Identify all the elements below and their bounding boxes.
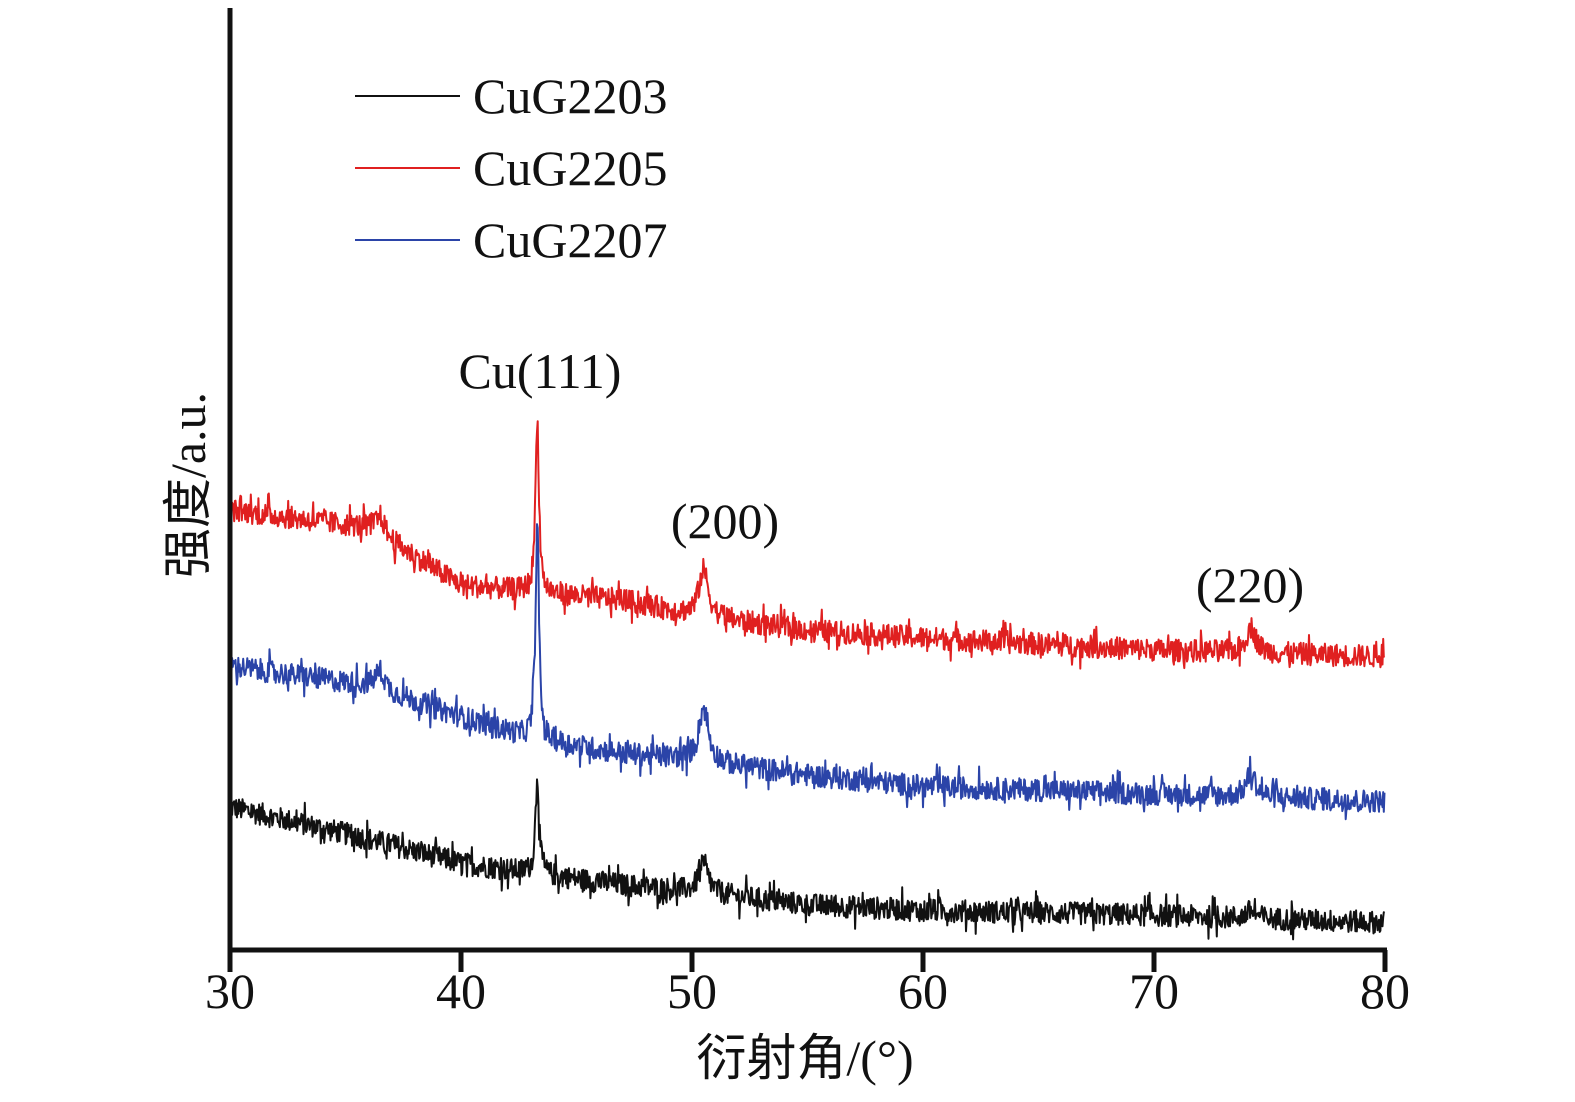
- legend-label: CuG2207: [473, 212, 667, 268]
- series-line-CuG2207: [229, 523, 1386, 821]
- x-axis-label: 衍射角/(°): [696, 1030, 913, 1086]
- x-tick-label: 70: [1129, 963, 1179, 1019]
- x-tick-label: 80: [1360, 963, 1410, 1019]
- series-line-CuG2205: [229, 420, 1386, 670]
- y-axis-label: 强度/a.u.: [160, 392, 216, 578]
- x-tick-label: 40: [436, 963, 486, 1019]
- series-line-CuG2203: [229, 778, 1386, 941]
- x-ticks: 30 40 50 60 70 80: [205, 950, 1410, 1019]
- x-tick-label: 60: [898, 963, 948, 1019]
- legend-label: CuG2203: [473, 68, 667, 124]
- peak-label: (220): [1196, 557, 1304, 613]
- x-tick-label: 30: [205, 963, 255, 1019]
- x-tick-label: 50: [667, 963, 717, 1019]
- legend: CuG2203 CuG2205 CuG2207: [355, 68, 667, 268]
- peak-label: (200): [671, 493, 779, 549]
- series-layer: [229, 420, 1386, 941]
- legend-label: CuG2205: [473, 140, 667, 196]
- peak-annotations: Cu(111) (200) (220): [459, 343, 1305, 613]
- peak-label: Cu(111): [459, 343, 622, 399]
